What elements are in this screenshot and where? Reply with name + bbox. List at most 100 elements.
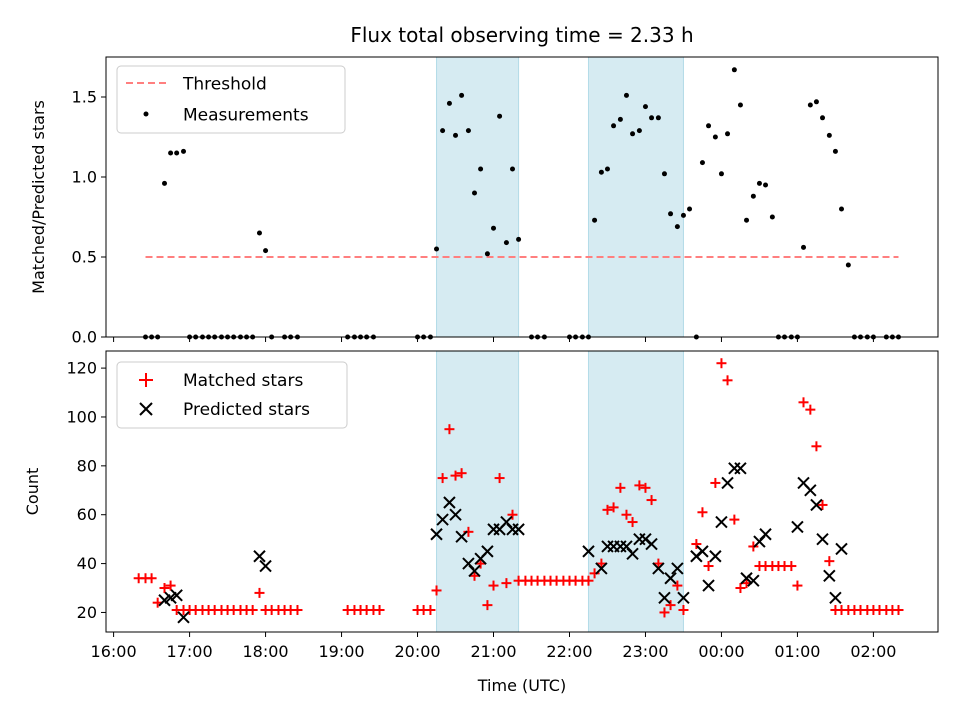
predicted-x-b <box>430 528 443 541</box>
measurement-point <box>181 148 187 154</box>
measurement-point <box>440 128 446 134</box>
predicted-x-b <box>170 589 183 602</box>
measurement-point <box>459 92 465 98</box>
predicted-x-b <box>709 550 722 563</box>
matched-star-point <box>817 499 828 510</box>
predicted-x-b <box>791 520 804 534</box>
predicted-star-point <box>664 572 677 585</box>
measurement-point <box>636 128 642 134</box>
predicted-star-point <box>810 498 823 512</box>
x-tick-label: 23:00 <box>622 642 668 661</box>
measurement-point <box>592 217 598 223</box>
predicted-x-b <box>823 569 836 583</box>
legend-measurements-label: Measurements <box>183 106 309 126</box>
top-axis-ticks: 0.0 0.5 1.0 1.5 <box>72 88 874 347</box>
measurement-point <box>510 166 516 172</box>
predicted-star-point <box>759 528 772 541</box>
measurement-point <box>598 169 604 175</box>
x-tick-label: 17:00 <box>167 642 213 661</box>
legend-matched-swatch <box>139 373 153 387</box>
top-legend-box <box>116 65 346 134</box>
matched-star-point <box>805 404 816 415</box>
predicted-star-point <box>829 591 842 604</box>
matched-star-point <box>615 482 626 493</box>
predicted-x-b <box>582 545 595 558</box>
measurement-point <box>611 123 617 129</box>
measurement-point <box>491 225 497 231</box>
x-tick-label: 21:00 <box>470 642 516 661</box>
measurement-point <box>820 115 826 121</box>
matched-star-point <box>729 514 740 525</box>
predicted-x-b <box>652 562 665 575</box>
bottom-y-tick-label: 80 <box>77 456 97 475</box>
predicted-x-b <box>512 523 525 536</box>
predicted-star-point <box>715 515 728 529</box>
predicted-x-b <box>481 545 494 558</box>
bottom-y-tick-label: 100 <box>66 407 97 426</box>
measurement-point <box>680 212 686 218</box>
matched-star-point <box>254 587 265 598</box>
measurement-point <box>478 166 484 172</box>
predicted-x-b <box>804 484 817 497</box>
measurement-point <box>750 193 756 199</box>
predicted-star-point <box>747 574 760 587</box>
measurement-point <box>434 246 440 252</box>
predicted-star-point <box>582 545 595 558</box>
matched-star-point <box>646 495 657 506</box>
measurement-point <box>484 251 490 257</box>
measurement-point <box>706 123 712 129</box>
top-y-tick-label: 1.0 <box>72 168 97 187</box>
legend-measurements-swatch <box>143 111 149 117</box>
legend-predicted-label: Predicted stars <box>183 400 310 420</box>
predicted-star-point <box>430 528 443 541</box>
legend-predicted-swatch <box>139 402 153 416</box>
matched-star-point <box>786 561 797 572</box>
predicted-x-b <box>449 508 462 521</box>
measurement-point <box>668 211 674 217</box>
measurement-point <box>604 166 610 172</box>
matched-star-point <box>627 517 638 528</box>
predicted-x-b <box>721 476 734 490</box>
predicted-x-b <box>677 591 690 604</box>
measurement-point <box>453 132 459 138</box>
measurement-point <box>162 180 168 186</box>
predicted-x-b <box>595 562 608 575</box>
measurement-point <box>756 180 762 186</box>
x-tick-label: 00:00 <box>698 642 744 661</box>
matched-star-point <box>697 507 708 518</box>
predicted-star-point <box>734 462 747 475</box>
predicted-star-point <box>658 591 671 604</box>
matched-star-point <box>494 473 505 484</box>
bottom-axis-ticks: 16:00 17:00 18:00 19:00 20:00 21:00 22:00 23:00… <box>66 359 896 661</box>
predicted-star-point <box>696 545 709 558</box>
predicted-x-b <box>253 550 266 563</box>
matched-star-point <box>437 473 448 484</box>
matched-star-point <box>672 580 683 591</box>
predicted-x-b <box>626 547 639 561</box>
matched-star-point <box>374 605 385 616</box>
measurement-point <box>826 132 832 138</box>
measurement-point <box>718 171 724 177</box>
predicted-x-b <box>436 513 449 526</box>
predicted-star-point <box>626 547 639 561</box>
matched-star-point <box>710 477 721 488</box>
x-axis-label: Time (UTC) <box>477 676 566 695</box>
measurement-point <box>801 244 807 250</box>
measurement-point <box>623 92 629 98</box>
predicted-x-b <box>810 498 823 512</box>
x-tick-label: 01:00 <box>774 642 820 661</box>
predicted-star-point <box>512 523 525 536</box>
matched-star-point <box>165 580 176 591</box>
measurement-point <box>807 102 813 108</box>
legend-threshold-label: Threshold <box>182 75 267 95</box>
predicted-star-point <box>835 542 848 556</box>
matched-star-point <box>792 580 803 591</box>
predicted-x-b <box>462 557 475 570</box>
predicted-x-b <box>658 591 671 604</box>
matched-star-point <box>501 578 512 589</box>
matched-star-point <box>640 482 651 493</box>
figure-title: Flux total observing time = 2.33 h <box>350 23 693 47</box>
measurement-point <box>617 116 623 122</box>
matched-star-point <box>425 605 436 616</box>
